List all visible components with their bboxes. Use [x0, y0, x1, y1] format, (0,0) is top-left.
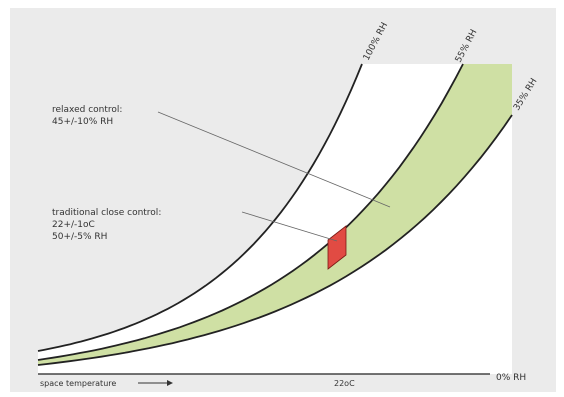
rh-label-55: 55% RH [454, 28, 480, 64]
rh-curve-55 [37, 63, 464, 361]
plot-area [38, 64, 512, 374]
x-axis-label: space temperature [40, 379, 116, 388]
close-control-temp: 22+/-1oC [52, 220, 95, 230]
relaxed-control-leader [157, 111, 391, 208]
relaxed-control-band [38, 64, 512, 365]
rh-label-0: 0% RH [496, 373, 526, 383]
rh-label-35: 35% RH [512, 77, 539, 113]
close-control-leader [241, 211, 338, 242]
relaxed-control-title: relaxed control: [52, 105, 123, 115]
close-control-title: traditional close control: [52, 208, 162, 218]
x-axis-arrowhead [167, 380, 173, 386]
rh-label-100: 100% RH [362, 21, 390, 62]
close-control-region [327, 225, 347, 270]
close-control-rh: 50+/-5% RH [52, 232, 108, 242]
relaxed-control-value: 45+/-10% RH [52, 117, 114, 127]
rh-curve-35 [37, 114, 513, 366]
psychrometric-chart: 100% RH 55% RH 35% RH 0% RH space temper… [37, 21, 540, 388]
close-control-annotation: traditional close control: 22+/-1oC 50+/… [52, 207, 161, 243]
x-tick-label: 22oC [334, 379, 355, 388]
relaxed-control-annotation: relaxed control: 45+/-10% RH [52, 104, 122, 128]
chart-figure: 100% RH 55% RH 35% RH 0% RH space temper… [10, 8, 556, 392]
